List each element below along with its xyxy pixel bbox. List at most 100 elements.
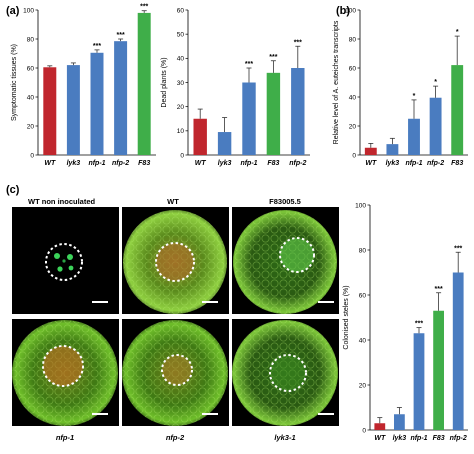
bar-WT (193, 118, 207, 155)
category-label: WT (365, 160, 377, 167)
category-label: nfp-2 (427, 160, 444, 167)
category-label: WT (44, 160, 56, 167)
y-tick-label: 50 (177, 31, 185, 38)
y-tick-label: 0 (30, 152, 34, 159)
bar-nfp-1 (408, 118, 420, 155)
y-tick-label: 40 (359, 337, 367, 344)
bar-WT (364, 147, 377, 155)
y-tick-label: 30 (177, 80, 185, 87)
row-label-mutants: Mutants (1, 356, 10, 387)
significance-marker: *** (140, 4, 148, 11)
y-tick-label: 60 (349, 65, 357, 72)
significance-marker: *** (269, 54, 277, 61)
significance-marker: *** (245, 61, 253, 68)
panel-label-a: (a) (6, 5, 20, 17)
y-tick-label: 60 (27, 65, 35, 72)
y-tick-label: 40 (27, 94, 35, 101)
y-tick-label: 60 (177, 7, 185, 14)
y-tick-label: 80 (349, 36, 357, 43)
panel-label-b: (b) (336, 5, 350, 17)
category-label: nfp-1 (405, 160, 422, 167)
bar-nfp-2 (452, 272, 464, 430)
y-tick-label: 0 (352, 152, 356, 159)
bar-lyk3 (386, 144, 399, 155)
y-tick-label: 20 (349, 123, 357, 130)
y-tick-label: 80 (27, 36, 35, 43)
bar-WT (374, 423, 386, 430)
category-label: lyk3 (218, 160, 232, 167)
bar-nfp-1 (413, 333, 425, 430)
category-label: F83 (138, 160, 150, 167)
y-axis-label: Relative level of A. euteiches transcrip… (333, 20, 340, 144)
significance-marker: *** (435, 286, 443, 293)
y-tick-label: 20 (359, 382, 367, 389)
category-label: lyk3 (393, 435, 407, 442)
category-label: F83 (451, 160, 463, 167)
bar-F83 (137, 12, 151, 156)
bar-F83 (433, 310, 444, 430)
category-label: nfp-1 (88, 160, 105, 167)
micrograph-wt-inoculated (122, 207, 229, 314)
category-label: nfp-2 (450, 435, 467, 442)
bar-WT (43, 67, 57, 155)
category-label: F83 (433, 435, 445, 442)
y-tick-label: 40 (349, 94, 357, 101)
micrograph-title-wt-non-inoculated: WT non inoculated (28, 197, 95, 206)
bar-F83 (266, 72, 281, 155)
micrograph-title-wt: WT (167, 197, 179, 206)
category-label: nfp-1 (410, 435, 427, 442)
y-tick-label: 100 (23, 7, 34, 14)
significance-marker: *** (415, 321, 423, 328)
bar-nfp-2 (114, 41, 128, 155)
y-tick-label: 20 (177, 104, 185, 111)
bar-nfp-2 (429, 97, 442, 155)
y-tick-label: 0 (362, 427, 366, 434)
micrograph-label-nfp-1: nfp-1 (56, 433, 74, 442)
micrograph-lyk3-1 (232, 319, 339, 426)
significance-marker: *** (294, 39, 302, 46)
y-tick-label: 60 (359, 292, 367, 299)
category-label: lyk3 (67, 160, 81, 167)
bar-nfp-1 (242, 82, 256, 155)
chart-dead-plants: 0 10 20 30 40 50 60 Dead plants (%) WT lyk3 *** nfp… (161, 7, 310, 167)
significance-marker: *** (454, 245, 462, 252)
micrograph-wt-non-inoculated (12, 207, 119, 314)
bar-nfp-2 (291, 68, 305, 155)
micrograph-nfp-1 (12, 319, 119, 426)
bar-nfp-1 (90, 52, 104, 155)
y-tick-label: 40 (177, 56, 185, 63)
micrograph-label-nfp-2: nfp-2 (166, 433, 185, 442)
bar-lyk3 (394, 414, 405, 430)
y-axis-label: Colonised steles (%) (343, 285, 350, 349)
micrograph-f83 (232, 207, 339, 314)
y-tick-label: 80 (359, 247, 367, 254)
y-tick-label: 100 (345, 7, 356, 14)
category-label: nfp-1 (240, 160, 257, 167)
significance-marker: *** (93, 43, 101, 50)
significance-marker: *** (117, 32, 125, 39)
category-label: WT (195, 160, 207, 167)
category-label: nfp-2 (289, 160, 306, 167)
panel-label-c: (c) (6, 184, 20, 196)
micrograph-nfp-2 (122, 319, 229, 426)
micrograph-title-f83: F83005.5 (269, 197, 301, 206)
chart-colonised-steles: 0 20 40 60 80 100 Colonised steles (%) WT lyk3 **… (343, 202, 468, 442)
chart-symptomatic-tissues: 0 20 40 60 80 100 Symptomatic tissues (%) WT lyk… (11, 4, 156, 167)
micrograph-label-lyk3-1: lyk3-1 (274, 433, 295, 442)
significance-marker: * (413, 93, 416, 100)
chart-relative-transcripts: 0 20 40 60 80 100 Relative level of A. euteich… (333, 7, 468, 167)
bar-F83 (451, 65, 464, 155)
significance-marker: * (434, 79, 437, 86)
row-label-controls: Controls (1, 247, 10, 280)
y-tick-label: 10 (177, 128, 185, 135)
y-axis-label: Symptomatic tissues (%) (11, 44, 18, 121)
bar-lyk3 (66, 65, 80, 155)
y-tick-label: 100 (355, 202, 366, 209)
category-label: F83 (267, 160, 279, 167)
category-label: nfp-2 (112, 160, 129, 167)
y-tick-label: 0 (180, 152, 184, 159)
y-axis-label: Dead plants (%) (161, 57, 168, 107)
category-label: lyk3 (386, 160, 400, 167)
category-label: WT (374, 435, 386, 442)
